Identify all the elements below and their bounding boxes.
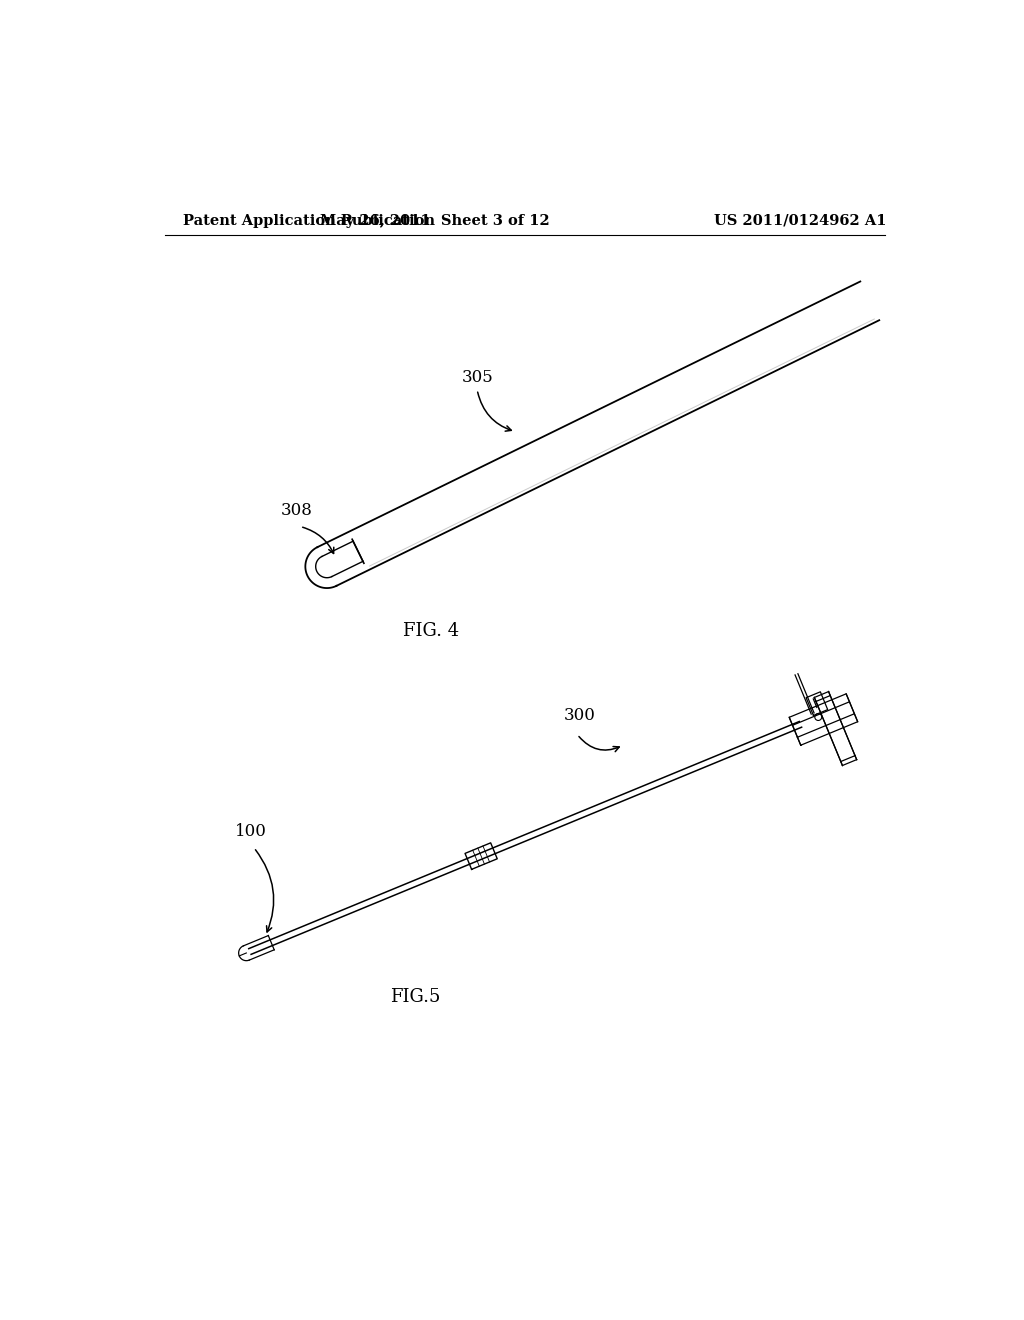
Text: 305: 305 <box>462 368 494 385</box>
Text: US 2011/0124962 A1: US 2011/0124962 A1 <box>714 214 887 228</box>
Text: FIG.5: FIG.5 <box>390 987 440 1006</box>
Text: 300: 300 <box>563 708 595 725</box>
Text: 100: 100 <box>234 822 266 840</box>
Text: 308: 308 <box>281 502 312 519</box>
Text: Patent Application Publication: Patent Application Publication <box>183 214 435 228</box>
Text: FIG. 4: FIG. 4 <box>402 622 459 640</box>
Text: May 26, 2011  Sheet 3 of 12: May 26, 2011 Sheet 3 of 12 <box>319 214 550 228</box>
